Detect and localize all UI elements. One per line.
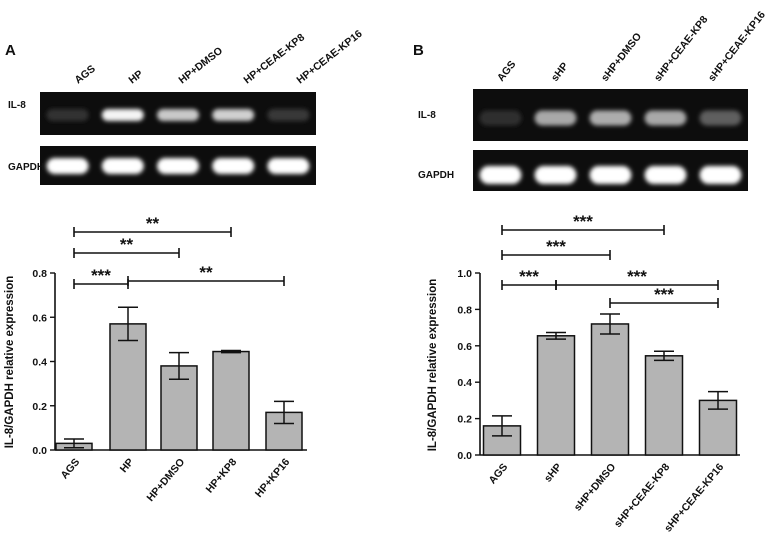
panel-letter: A [5,42,16,59]
x-tick-label: sHP+DMSO [572,461,619,513]
bar [590,323,630,456]
bar [212,350,250,451]
y-axis-label: IL-8/GAPDH relative expression [4,276,16,449]
gel-lane-label: sHP [549,60,571,83]
gel-band [589,166,632,184]
significance-label: *** [546,237,566,256]
gel-band [212,158,255,174]
x-tick-label: HP [118,456,137,475]
gel-lane-label: HP+CEAE-KP16 [294,28,364,87]
significance-label: *** [91,266,111,285]
y-tick-label: 0.2 [32,401,47,413]
gel-lane-label: sHP+CEAE-KP8 [652,14,711,84]
gel-band [699,110,742,126]
gel-lane-label: AGS [72,63,97,86]
gel-band [479,110,522,126]
y-tick-label: 1.0 [457,268,472,280]
gel-lane-label: HP+DMSO [176,45,225,87]
y-tick-label: 0.0 [32,445,47,457]
x-tick-label: HP+KP8 [204,456,240,495]
significance-label: ** [199,263,213,282]
gel-band [46,109,89,121]
y-tick-label: 0.6 [457,341,472,353]
gel-band [644,166,687,184]
gel-row-label: GAPDH [8,162,44,173]
gel-row-label: IL-8 [8,100,26,111]
gel-band [101,109,144,121]
significance-label: *** [627,267,647,286]
gel-lane-label: HP [126,68,145,86]
x-tick-label: sHP+CEAE-KP16 [662,461,726,534]
gel-band [534,166,577,184]
y-tick-label: 0.0 [457,450,472,462]
significance-label: ** [120,235,134,254]
gel-band [479,166,522,184]
x-tick-label: AGS [486,461,510,486]
gel-band [46,158,89,174]
gel-band [157,109,199,121]
gel-band [644,110,687,126]
gel-lane-label: sHP+DMSO [599,31,644,84]
gel-band [534,110,577,126]
gel-band [157,158,199,174]
significance-label: *** [654,285,674,304]
y-tick-label: 0.8 [32,268,47,280]
y-tick-label: 0.8 [457,304,472,316]
y-axis-label: IL-8/GAPDH relative expression [427,279,439,452]
x-tick-label: sHP [542,461,564,484]
gel-band [212,109,255,121]
gel-lane-label: sHP+CEAE-KP16 [706,9,768,84]
y-tick-label: 0.4 [32,357,47,369]
significance-label: *** [573,212,593,231]
x-tick-label: sHP+CEAE-KP8 [612,461,672,530]
significance-label: ** [146,214,160,233]
bar [109,323,147,451]
bar [536,335,576,456]
y-tick-label: 0.4 [457,377,472,389]
gel-row-label: GAPDH [418,170,454,181]
gel-row-label: IL-8 [418,110,436,121]
gel-lane-label: AGS [495,59,518,84]
gel-band [699,166,742,184]
y-tick-label: 0.2 [457,414,472,426]
gel-band [101,158,144,174]
x-tick-label: HP+KP16 [253,456,292,500]
x-tick-label: AGS [58,456,82,481]
gel-band [267,109,310,121]
bar [644,355,684,456]
x-tick-label: HP+DMSO [145,456,188,504]
panel-letter: B [413,42,424,59]
gel-band [589,110,632,126]
gel-band [267,158,310,174]
y-tick-label: 0.6 [32,312,47,324]
significance-label: *** [519,267,539,286]
